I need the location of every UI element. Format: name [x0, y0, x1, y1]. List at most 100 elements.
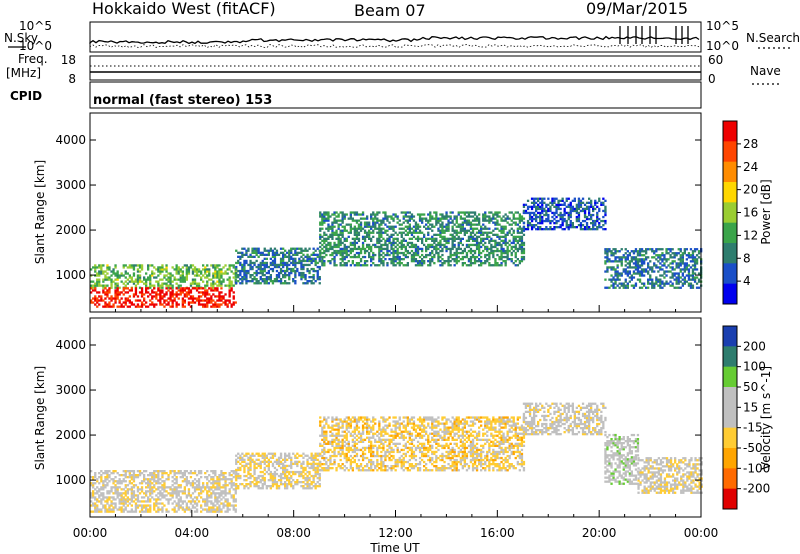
echo-cell	[679, 268, 682, 271]
echo-cell	[331, 233, 334, 236]
echo-cell	[449, 237, 452, 240]
echo-cell	[90, 476, 93, 479]
echo-cell	[386, 219, 389, 222]
echo-cell	[612, 266, 615, 269]
echo-cell	[214, 494, 217, 497]
echo-cell	[429, 243, 432, 247]
echo-cell	[263, 460, 266, 463]
echo-cell	[163, 295, 166, 298]
echo-cell	[421, 253, 424, 257]
echo-cell	[327, 213, 330, 216]
echo-cell	[431, 255, 434, 259]
echo-cell	[104, 506, 107, 509]
echo-cell	[469, 221, 473, 224]
echo-cell	[145, 486, 148, 489]
echo-cell	[553, 228, 556, 231]
echo-cell	[555, 226, 558, 229]
echo-cell	[404, 211, 407, 214]
echo-cell	[239, 462, 242, 465]
echo-cell	[239, 274, 242, 277]
echo-cell	[292, 263, 295, 267]
y-tick-label: 4000	[55, 133, 86, 147]
echo-cell	[110, 295, 113, 298]
echo-cell	[108, 508, 111, 511]
echo-cell	[114, 502, 117, 505]
echo-cell	[567, 217, 570, 221]
echo-cell	[451, 239, 454, 242]
echo-cell	[524, 228, 528, 231]
echo-cell	[206, 297, 209, 300]
echo-cell	[425, 255, 428, 259]
echo-cell	[453, 243, 456, 247]
echo-cell	[547, 197, 550, 200]
echo-cell	[187, 293, 191, 296]
echo-cell	[222, 472, 225, 475]
echo-cell	[132, 264, 136, 267]
echo-cell	[370, 213, 373, 216]
echo-cell	[484, 217, 487, 220]
echo-cell	[128, 264, 131, 267]
echo-cell	[193, 278, 197, 281]
echo-cell	[645, 258, 648, 261]
echo-cell	[151, 486, 154, 489]
echo-cell	[612, 284, 615, 287]
echo-cell	[384, 241, 387, 245]
echo-cell	[455, 225, 458, 228]
echo-cell	[618, 260, 621, 263]
echo-cell	[284, 274, 287, 277]
echo-cell	[355, 231, 359, 234]
echo-cell	[606, 254, 609, 257]
echo-cell	[441, 243, 444, 247]
echo-cell	[304, 255, 307, 258]
echo-cell	[230, 270, 233, 273]
echo-cell	[237, 460, 240, 463]
echo-cell	[339, 249, 342, 253]
echo-cell	[323, 219, 326, 222]
echo-cell	[110, 496, 113, 499]
echo-cell	[204, 284, 207, 287]
echo-cell	[443, 260, 446, 263]
echo-cell	[218, 494, 221, 497]
echo-cell	[220, 478, 223, 481]
echo-cell	[490, 231, 493, 234]
echo-cell	[461, 223, 464, 226]
echo-cell	[634, 272, 638, 275]
echo-cell	[577, 224, 581, 227]
echo-cell	[212, 286, 215, 289]
echo-cell	[126, 492, 129, 495]
echo-cell	[114, 490, 117, 493]
echo-cell	[200, 291, 203, 294]
echo-cell	[316, 276, 319, 279]
echo-cell	[486, 245, 489, 249]
echo-cell	[347, 223, 350, 226]
echo-cell	[563, 201, 566, 204]
echo-cell	[475, 255, 479, 259]
echo-cell	[279, 251, 283, 254]
echo-cell	[461, 249, 464, 253]
echo-cell	[571, 199, 574, 202]
echo-cell	[571, 207, 574, 211]
echo-cell	[102, 494, 105, 497]
echo-cell	[195, 297, 199, 300]
echo-cell	[183, 486, 186, 489]
echo-cell	[224, 504, 227, 507]
echo-cell	[382, 227, 385, 230]
echo-cell	[189, 470, 193, 473]
echo-cell	[90, 500, 93, 503]
echo-cell	[147, 291, 150, 294]
echo-cell	[271, 253, 275, 256]
echo-cell	[204, 270, 207, 273]
echo-cell	[681, 274, 684, 277]
echo-cell	[533, 199, 536, 202]
echo-cell	[370, 215, 373, 218]
echo-cell	[388, 249, 391, 253]
echo-cell	[147, 482, 150, 485]
echo-cell	[671, 276, 674, 279]
echo-cell	[687, 264, 691, 267]
nave-label: Nave	[750, 64, 781, 78]
echo-cell	[325, 211, 328, 214]
echo-cell	[224, 264, 227, 267]
echo-cell	[136, 270, 140, 273]
echo-cell	[108, 474, 111, 477]
echo-cell	[614, 250, 617, 253]
